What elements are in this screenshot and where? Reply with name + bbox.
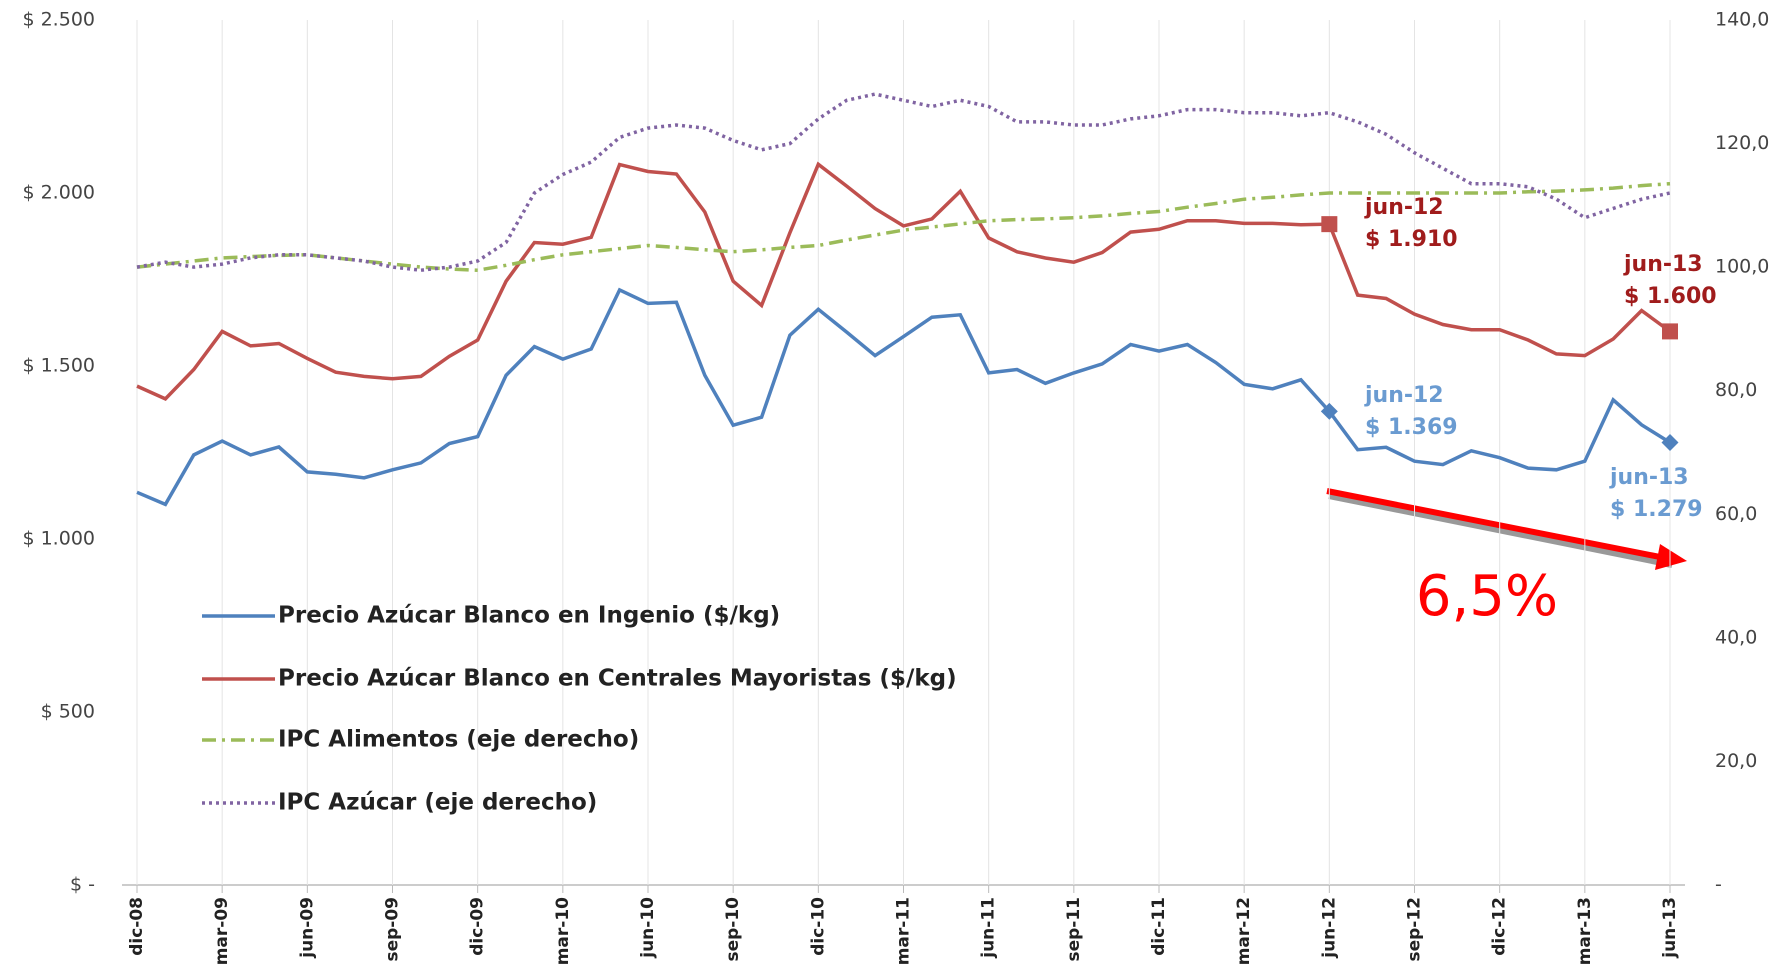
x-tick-label: mar-10 [553,897,573,965]
x-tick-label: sep-11 [1064,897,1084,962]
y2-tick-label: 40,0 [1715,626,1757,648]
x-tick-label: jun-10 [638,897,658,959]
x-tick-label: jun-11 [979,897,999,959]
point-marker [1661,433,1679,451]
y-tick-label: $ 2.500 [22,9,95,31]
y2-tick-label: 20,0 [1715,750,1757,772]
x-tick-label: dic-12 [1490,897,1510,956]
legend-label: IPC Alimentos (eje derecho) [278,727,639,753]
annotation: $ 1.369 [1365,415,1458,440]
annotation: jun-13 [1609,465,1689,490]
x-tick-label: dic-08 [127,897,147,956]
y-tick-label: $ 500 [41,701,95,723]
y2-tick-label: 100,0 [1715,256,1769,278]
y2-tick-label: 120,0 [1715,132,1769,154]
x-tick-label: sep-12 [1405,897,1425,962]
point-marker [1662,323,1678,340]
series-line [136,181,1671,272]
y2-tick-label: 80,0 [1715,379,1757,401]
x-tick-label: mar-13 [1575,897,1595,965]
x-tick-label: mar-12 [1234,897,1254,965]
legend-label: Precio Azúcar Blanco en Centrales Mayori… [278,666,957,692]
x-tick-label: dic-09 [468,897,488,956]
x-tick-label: jun-12 [1319,897,1339,959]
y2-tick-label: - [1715,874,1722,896]
annotation: jun-12 [1364,383,1444,408]
y2-tick-label: 60,0 [1715,503,1757,525]
x-tick-label: jun-13 [1660,897,1680,959]
x-tick-label: sep-10 [723,897,743,962]
y-tick-label: $ 1.500 [22,355,95,377]
x-tick-label: dic-11 [1149,897,1169,956]
series-line [136,161,1672,402]
x-tick-label: jun-09 [297,897,317,959]
y-tick-label: $ - [70,874,95,896]
annotation: jun-13 [1623,252,1703,277]
x-tick-label: mar-09 [212,897,232,965]
legend-label: IPC Azúcar (eje derecho) [278,790,597,816]
x-tick-label: sep-09 [383,897,403,962]
x-tick-label: mar-11 [894,897,914,965]
series-line [136,287,1671,507]
point-marker [1321,216,1338,233]
annotation: $ 1.279 [1610,497,1703,522]
y-tick-label: $ 1.000 [22,528,95,550]
annotation: $ 1.600 [1624,284,1717,309]
x-tick-label: dic-10 [808,897,828,956]
series-line [136,92,1671,272]
trend-arrow [1326,488,1687,570]
annotation: jun-12 [1364,195,1444,220]
annotation: $ 1.910 [1365,227,1458,252]
y-tick-label: $ 2.000 [22,182,95,204]
y2-tick-label: 140,0 [1715,9,1769,31]
legend-label: Precio Azúcar Blanco en Ingenio ($/kg) [278,603,780,629]
change-label: 6,5% [1416,564,1558,629]
